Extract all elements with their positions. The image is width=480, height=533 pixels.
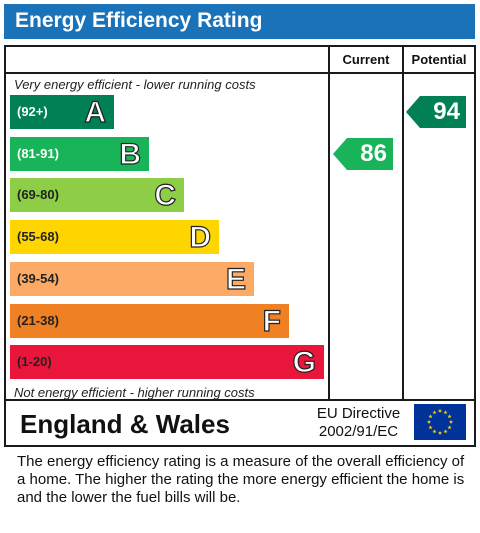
eu-star-icon [428,425,433,430]
description: The energy efficiency rating is a measur… [17,453,465,506]
band-d: (55-68) D [10,220,219,255]
caption-bottom: Not energy efficient - higher running co… [14,385,255,400]
eu-star-icon [437,408,443,413]
eu-directive-line2: 2002/91/EC [318,423,399,440]
band-range-label: (92+) [17,104,48,119]
band-letter: E [225,262,246,296]
current-rating-value: 86 [360,139,387,167]
band-range-label: (1-20) [17,354,52,370]
divider-current [328,47,330,399]
region-label: England & Wales [20,409,230,439]
eu-star-icon [443,429,448,434]
band-e: (39-54) E [10,261,254,296]
eu-directive-line1: EU Directive [316,405,401,422]
band-letter: D [189,220,212,255]
potential-rating-arrow: 94 [406,96,466,128]
band-letter: B [119,137,142,171]
potential-column-header: Potential [411,52,467,67]
eu-flag-icon [414,404,466,440]
band-b: (81-91) B [10,136,149,171]
band-range-label: (39-54) [17,270,59,286]
caption-top: Very energy efficient - lower running co… [14,77,256,92]
band-f: (21-38) F [10,303,289,338]
band-range-label: (69-80) [17,187,59,203]
potential-rating-value: 94 [433,98,460,125]
eu-star-icon [428,414,433,419]
band-letter: G [292,346,317,380]
eu-star-icon [447,425,452,430]
eu-star-icon [447,414,452,419]
chart-title: Energy Efficiency Rating [15,9,263,32]
band-letter: F [262,304,282,338]
eu-star-icon [437,430,443,435]
band-range-label: (21-38) [17,312,59,328]
header-row-divider [6,72,474,74]
eu-star-icon [443,410,448,415]
footer-divider [6,399,474,401]
eu-star-icon [432,410,437,415]
band-c: (69-80) C [10,178,184,213]
current-rating-arrow: 86 [333,137,393,170]
current-column-header: Current [342,52,390,67]
rating-frame: Current Potential Very energy efficient … [4,45,476,447]
eu-star-icon [432,429,437,434]
eu-star-icon [426,419,432,424]
band-g: (1-20) G [10,345,324,380]
eu-directive: EU Directive 2002/91/EC [311,405,406,441]
band-range-label: (55-68) [17,229,59,245]
potential-arrow-shape [406,96,466,128]
current-arrow-shape [333,137,393,170]
chart-header: Energy Efficiency Rating [4,4,475,39]
band-range-label: (81-91) [17,145,59,161]
eu-star-icon [448,419,454,424]
band-letter: C [154,179,177,213]
divider-potential [402,47,404,399]
band-a: (92+) A [10,95,114,130]
band-letter: A [84,95,107,129]
